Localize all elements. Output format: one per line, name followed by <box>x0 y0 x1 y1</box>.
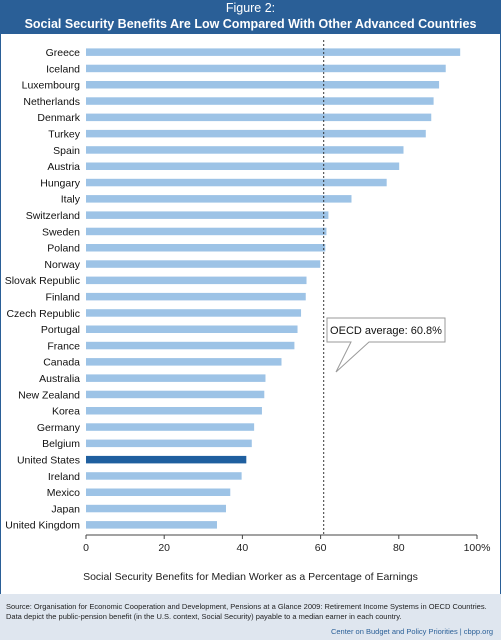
bar-hungary <box>86 178 387 187</box>
x-tick-label: 40 <box>237 542 249 554</box>
x-axis-label: Social Security Benefits for Median Work… <box>83 571 418 583</box>
bar-czech-republic <box>86 309 302 317</box>
country-label: Australia <box>39 373 80 385</box>
country-label: Sweden <box>42 226 80 238</box>
country-labels: Greece Iceland Luxembourg Netherlands Denmar… <box>5 47 81 532</box>
bar-italy <box>86 195 352 203</box>
country-label: Czech Republic <box>6 308 80 320</box>
country-label: France <box>47 340 80 352</box>
bar-norway <box>86 260 321 268</box>
country-label: Austria <box>47 161 80 173</box>
bar-poland <box>86 244 326 252</box>
x-axis-ticks: 0 20 40 60 80 100% <box>83 535 490 554</box>
country-label: United Kingdom <box>5 520 80 532</box>
source-note: Source: Organisation for Economic Cooper… <box>6 602 487 621</box>
country-label: Belgium <box>42 438 80 450</box>
x-tick-label: 0 <box>83 542 89 554</box>
bar-japan <box>86 504 226 513</box>
country-label: Greece <box>46 47 81 59</box>
bar-denmark <box>86 113 432 122</box>
x-tick-label: 20 <box>158 542 170 554</box>
footer: Source: Organisation for Economic Cooper… <box>0 594 501 640</box>
bar-finland <box>86 292 306 301</box>
country-label: Norway <box>44 259 80 271</box>
country-label: Netherlands <box>23 96 80 108</box>
credit-line: Center on Budget and Policy Priorities |… <box>330 627 493 636</box>
country-label: Denmark <box>37 112 80 124</box>
bar-australia <box>86 374 266 382</box>
bar-spain <box>86 146 404 154</box>
country-label: Poland <box>47 243 80 255</box>
oecd-average-callout: OECD average: 60.8% <box>326 317 446 373</box>
bar-united-states <box>86 455 247 464</box>
bar-portugal <box>86 325 298 333</box>
bar-slovak-republic <box>86 276 307 285</box>
country-label: Hungary <box>40 177 80 189</box>
country-label: Portugal <box>41 324 80 336</box>
bar-belgium <box>86 439 252 448</box>
country-label: Spain <box>53 145 80 157</box>
country-label: Mexico <box>47 487 80 499</box>
x-tick-label: 100% <box>464 542 491 554</box>
bar-canada <box>86 358 282 366</box>
country-label: Ireland <box>48 471 80 483</box>
country-label: Germany <box>37 422 81 434</box>
callout-box <box>326 317 446 373</box>
country-label: United States <box>17 454 80 466</box>
country-label: Italy <box>61 194 81 206</box>
bar-mexico <box>86 488 231 496</box>
oecd-average-label: OECD average: 60.8% <box>330 325 442 337</box>
bar-germany <box>86 423 255 431</box>
bar-new-zealand <box>86 390 265 399</box>
x-tick-label: 80 <box>393 542 405 554</box>
bar-chart: Greece Iceland Luxembourg Netherlands Denmar… <box>5 40 490 554</box>
x-tick-label: 60 <box>315 542 327 554</box>
country-label: Luxembourg <box>22 80 81 92</box>
bar-iceland <box>86 64 446 73</box>
country-label: Turkey <box>48 128 80 140</box>
chart-title: Social Security Benefits Are Low Compare… <box>24 17 477 31</box>
country-label: Slovak Republic <box>5 275 80 287</box>
bar-switzerland <box>86 211 329 219</box>
bar-united-kingdom <box>86 521 217 529</box>
country-label: Korea <box>52 406 80 418</box>
figure-header: Figure 2: Social Security Benefits Are L… <box>0 0 501 34</box>
country-label: Finland <box>46 291 81 303</box>
bar-greece <box>86 48 461 56</box>
bar-netherlands <box>86 97 434 105</box>
country-label: Canada <box>43 357 80 369</box>
bars-layer <box>86 48 461 529</box>
country-label: New Zealand <box>18 389 80 401</box>
bar-france <box>86 341 295 350</box>
bar-austria <box>86 162 400 170</box>
bar-korea <box>86 407 262 415</box>
bar-turkey <box>86 129 426 138</box>
figure-number: Figure 2: <box>225 1 276 15</box>
bar-ireland <box>86 472 242 480</box>
country-label: Switzerland <box>26 210 80 222</box>
bar-luxembourg <box>86 81 440 89</box>
country-label: Iceland <box>46 63 80 75</box>
country-label: Japan <box>51 503 80 515</box>
bar-sweden <box>86 227 327 236</box>
